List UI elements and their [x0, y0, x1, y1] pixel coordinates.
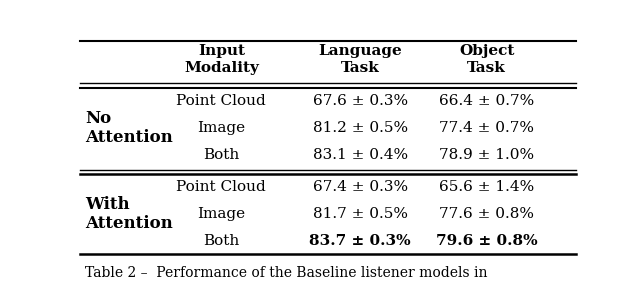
Text: 78.9 ± 1.0%: 78.9 ± 1.0%: [439, 148, 534, 162]
Text: With
Attention: With Attention: [85, 196, 173, 232]
Text: Both: Both: [204, 234, 239, 248]
Text: Table 2 –  Performance of the Baseline listener models in: Table 2 – Performance of the Baseline li…: [85, 266, 488, 279]
Text: 66.4 ± 0.7%: 66.4 ± 0.7%: [439, 94, 534, 108]
Text: 67.6 ± 0.3%: 67.6 ± 0.3%: [313, 94, 408, 108]
Text: Input
Modality: Input Modality: [184, 45, 259, 75]
Text: 83.7 ± 0.3%: 83.7 ± 0.3%: [309, 234, 411, 248]
Text: 65.6 ± 1.4%: 65.6 ± 1.4%: [439, 180, 534, 194]
Text: 81.2 ± 0.5%: 81.2 ± 0.5%: [313, 121, 408, 135]
Text: 77.6 ± 0.8%: 77.6 ± 0.8%: [439, 207, 534, 221]
Text: Both: Both: [204, 148, 239, 162]
Text: 77.4 ± 0.7%: 77.4 ± 0.7%: [439, 121, 534, 135]
Text: 67.4 ± 0.3%: 67.4 ± 0.3%: [313, 180, 408, 194]
Text: Point Cloud: Point Cloud: [177, 94, 266, 108]
Text: Point Cloud: Point Cloud: [177, 180, 266, 194]
Text: Object
Task: Object Task: [459, 45, 515, 75]
Text: Image: Image: [197, 121, 245, 135]
Text: 81.7 ± 0.5%: 81.7 ± 0.5%: [313, 207, 408, 221]
Text: Language
Task: Language Task: [318, 45, 402, 75]
Text: Image: Image: [197, 207, 245, 221]
Text: 83.1 ± 0.4%: 83.1 ± 0.4%: [313, 148, 408, 162]
Text: No
Attention: No Attention: [85, 109, 173, 146]
Text: 79.6 ± 0.8%: 79.6 ± 0.8%: [436, 234, 538, 248]
